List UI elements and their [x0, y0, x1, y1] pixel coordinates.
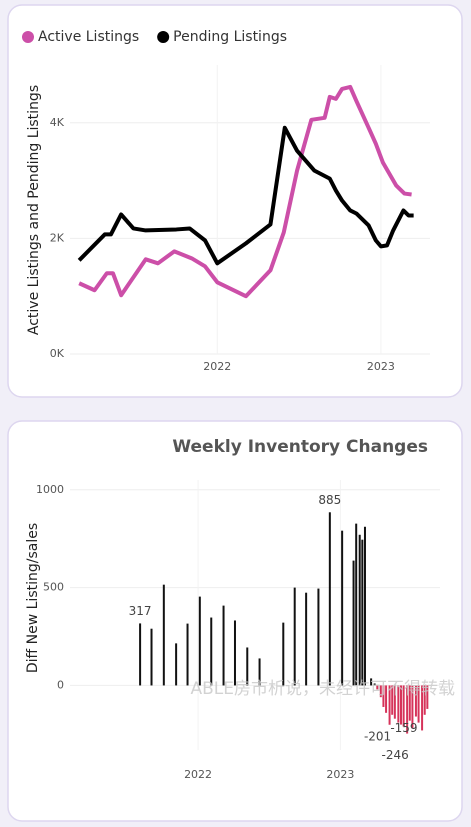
- data-label: 317: [129, 604, 152, 618]
- y-axis-label: Diff New Listing/sales: [25, 523, 41, 673]
- bar: [198, 596, 201, 686]
- bar: [408, 685, 411, 721]
- bar: [402, 685, 405, 727]
- bar: [423, 685, 426, 715]
- y-tick-label: 0K: [50, 347, 65, 360]
- legend-swatch: [22, 31, 34, 43]
- bar: [397, 685, 400, 723]
- y-tick-label: 2K: [50, 231, 65, 244]
- bar: [258, 658, 261, 686]
- bar: [363, 526, 366, 686]
- x-tick-label: 2022: [203, 360, 231, 373]
- bar: [210, 617, 213, 686]
- legend-swatch: [157, 31, 170, 43]
- watermark: ABLE房市析说，未经许可不得转载: [190, 679, 455, 699]
- bar: [382, 685, 385, 707]
- bar: [361, 539, 364, 686]
- bar: [379, 685, 382, 698]
- bar: [385, 685, 388, 713]
- bar: [411, 685, 414, 729]
- bar: [406, 685, 409, 734]
- bar: [426, 685, 429, 709]
- x-tick-label: 2023: [367, 360, 395, 373]
- bar: [373, 683, 376, 686]
- bar: [175, 643, 178, 686]
- bar: [388, 685, 391, 725]
- y-tick-label: 4K: [50, 116, 65, 129]
- bar: [399, 685, 402, 725]
- bar: [391, 685, 394, 715]
- bar: [341, 530, 344, 686]
- bar: [352, 560, 355, 686]
- bar: [305, 592, 308, 686]
- bar: [162, 584, 165, 686]
- y-tick-label: 1000: [36, 483, 64, 496]
- bar: [317, 588, 320, 686]
- bar: [393, 685, 396, 719]
- data-label: -159: [390, 721, 417, 735]
- data-label: 885: [318, 493, 341, 507]
- bar: [417, 685, 420, 723]
- bar: [150, 628, 153, 686]
- bar: [282, 622, 285, 686]
- line: [78, 84, 412, 299]
- y-axis-label: Active Listings and Pending Listings: [26, 85, 42, 335]
- x-tick-label: 2023: [326, 768, 354, 781]
- bar: [355, 523, 358, 686]
- line: [77, 125, 414, 266]
- bar: [328, 512, 331, 686]
- data-label: -201: [364, 729, 391, 743]
- chart-title: Weekly Inventory Changes: [172, 437, 428, 457]
- x-tick-label: 2022: [184, 768, 212, 781]
- bar: [233, 620, 236, 686]
- bar: [370, 678, 373, 686]
- line-card: [7, 4, 463, 398]
- bar: [186, 623, 189, 686]
- legend-label: Active Listings: [38, 29, 139, 45]
- legend-label: Pending Listings: [173, 29, 287, 45]
- bar: [293, 587, 296, 686]
- bar: [376, 685, 379, 690]
- y-tick-label: 500: [43, 581, 64, 594]
- bar: [222, 605, 225, 686]
- bar: [414, 685, 417, 717]
- bar: [246, 647, 249, 686]
- bar: [421, 685, 424, 731]
- bar: [139, 623, 142, 686]
- data-label: -246: [382, 748, 409, 762]
- bar: [358, 534, 361, 686]
- y-tick-label: 0: [57, 678, 64, 691]
